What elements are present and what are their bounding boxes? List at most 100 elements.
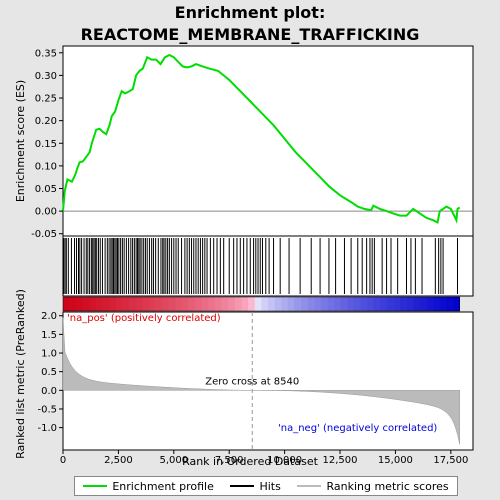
metric-axis-label: Ranked list metric (PreRanked) [14, 289, 27, 459]
colorbar-segment [221, 297, 229, 311]
legend-item-hits: Hits [230, 479, 281, 493]
colorbar-segment [122, 297, 130, 311]
colorbar-segment [281, 297, 289, 311]
rank-colorbar [62, 296, 461, 312]
es-panel [62, 45, 474, 237]
colorbar-segment [162, 297, 170, 311]
metric-y-tick-label: 0.5 [41, 367, 57, 378]
hit-marks [63, 238, 458, 294]
x-tick-label: 7,500 [215, 455, 244, 466]
colorbar-segment [327, 297, 335, 311]
colorbar-segment [142, 297, 150, 311]
colorbar-segment [353, 297, 361, 311]
x-tick-label: 2,500 [104, 455, 133, 466]
legend: Enrichment profile Hits Ranking metric s… [74, 476, 458, 496]
colorbar-segment [433, 297, 441, 311]
colorbar-segment [188, 297, 196, 311]
legend-swatch-metric [297, 485, 322, 487]
colorbar-segment [82, 297, 90, 311]
es-axis-label: Enrichment score (ES) [14, 80, 27, 202]
colorbar-segment [386, 297, 394, 311]
metric-y-tick-label: 1.0 [41, 349, 57, 360]
es-y-tick-label: 0.00 [35, 207, 57, 218]
legend-swatch-hits [230, 485, 255, 487]
legend-label-metric: Ranking metric scores [326, 479, 449, 493]
colorbar-segment [413, 297, 421, 311]
colorbar-segment [294, 297, 302, 311]
colorbar-segment [228, 297, 236, 311]
x-tick-label: 15,000 [378, 455, 413, 466]
colorbar-segment [334, 297, 341, 311]
colorbar-segment [129, 297, 137, 311]
neg-correlated-label: 'na_neg' (negatively correlated) [278, 423, 437, 434]
zero-cross-label: Zero cross at 8540 [205, 376, 299, 387]
x-tick-label: 10,000 [267, 455, 302, 466]
colorbar-segment [446, 297, 454, 311]
colorbar-segment [267, 297, 275, 311]
colorbar-segment [380, 297, 388, 311]
legend-label-hits: Hits [259, 479, 281, 493]
colorbar-segment [175, 297, 183, 311]
colorbar-segment [406, 297, 414, 311]
es-y-tick-label: 0.30 [35, 71, 57, 82]
es-y-tick-label: 0.20 [35, 116, 57, 127]
colorbar-segment [182, 297, 189, 311]
colorbar-segment [155, 297, 163, 311]
hits-panel [62, 235, 474, 297]
legend-swatch-profile [83, 485, 108, 487]
colorbar-segment [439, 297, 447, 311]
colorbar-segment [301, 297, 308, 311]
colorbar-segment [393, 297, 401, 311]
legend-item-profile: Enrichment profile [83, 480, 214, 493]
colorbar-segment [76, 297, 84, 311]
ranking-metric-area [62, 317, 460, 445]
colorbar-segment [426, 297, 434, 311]
chart-title-line1: Enrichment plot: [175, 3, 326, 22]
metric-y-tick-label: 1.5 [41, 330, 57, 341]
pos-correlated-label: 'na_pos' (positively correlated) [67, 313, 221, 324]
colorbar-segment [420, 297, 427, 311]
legend-label-profile: Enrichment profile [112, 479, 214, 493]
colorbar-segment [215, 297, 222, 311]
colorbar-segment [96, 297, 103, 311]
es-y-tick-label: -0.05 [31, 229, 57, 240]
es-profile-line [62, 53, 461, 224]
es-y-tick-label: 0.25 [35, 94, 57, 105]
colorbar-segment [400, 297, 408, 311]
colorbar-segment [340, 297, 348, 311]
metric-panel [62, 311, 474, 451]
colorbar-segment [373, 297, 381, 311]
x-axis-label: Rank in Ordered Dataset [182, 455, 319, 468]
colorbar-segment [234, 297, 242, 311]
colorbar-segment [320, 297, 328, 311]
colorbar-segment [102, 297, 110, 311]
colorbar-outline [62, 296, 460, 312]
colorbar-segment [168, 297, 176, 311]
metric-y-tick-label: 2.0 [41, 311, 57, 322]
colorbar-segment [208, 297, 216, 311]
es-y-tick-label: 0.35 [35, 48, 57, 59]
x-tick-label: 5,000 [159, 455, 188, 466]
colorbar-segment [248, 297, 256, 311]
x-tick-label: 17,500 [433, 455, 468, 466]
colorbar-segment [254, 297, 262, 311]
colorbar-segment [367, 297, 375, 311]
colorbar-segment [274, 297, 282, 311]
metric-y-tick-label: -1.0 [37, 423, 57, 434]
colorbar-segment [148, 297, 156, 311]
es-y-tick-label: 0.15 [35, 139, 57, 150]
colorbar-segment [89, 297, 97, 311]
x-tick-label: 12,500 [323, 455, 358, 466]
legend-item-metric: Ranking metric scores [297, 479, 449, 493]
colorbar-segment [307, 297, 315, 311]
colorbar-segment [360, 297, 368, 311]
colorbar-segment [261, 297, 269, 311]
colorbar-segment [69, 297, 77, 311]
colorbar-segment [195, 297, 203, 311]
es-y-tick-label: 0.05 [35, 184, 57, 195]
colorbar-segment [453, 297, 461, 311]
colorbar-segment [201, 297, 209, 311]
colorbar-segment [314, 297, 322, 311]
colorbar-segment [63, 297, 70, 311]
